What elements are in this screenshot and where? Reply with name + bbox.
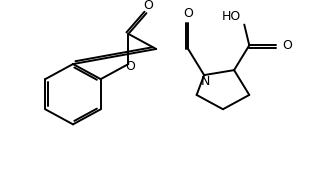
Text: O: O [144, 0, 153, 12]
Text: HO: HO [222, 10, 241, 23]
Text: N: N [200, 75, 210, 88]
Text: O: O [126, 60, 135, 73]
Text: O: O [183, 7, 193, 20]
Text: O: O [282, 39, 292, 52]
